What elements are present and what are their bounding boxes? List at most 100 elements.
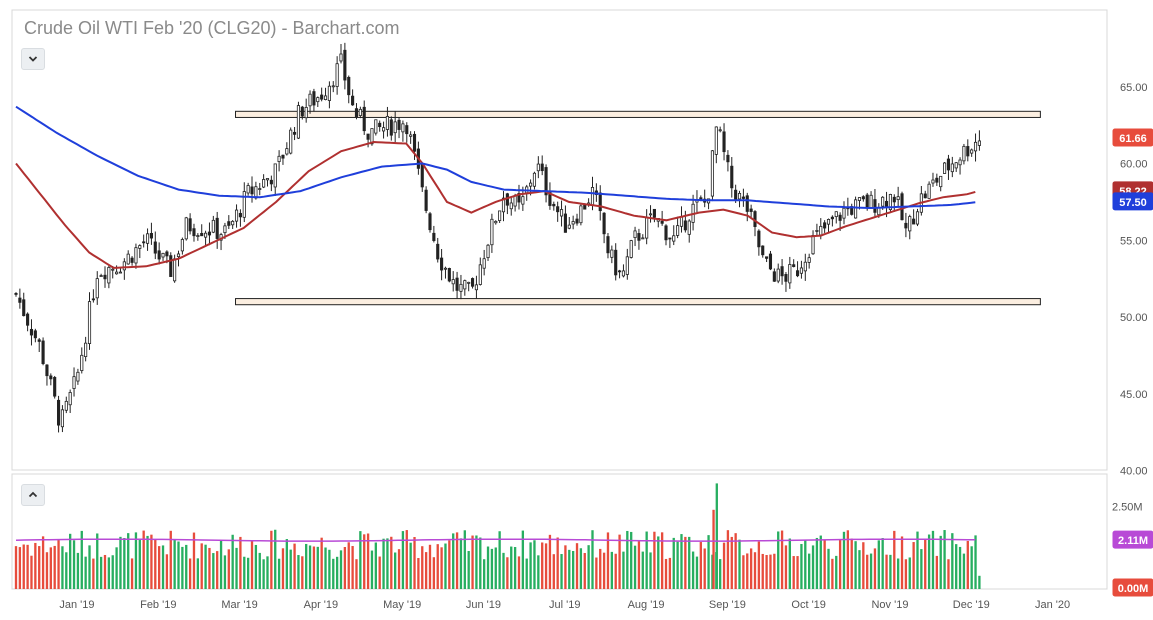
candle-body	[784, 274, 788, 282]
volume-bar	[800, 543, 803, 589]
volume-bar	[749, 548, 753, 589]
volume-bar	[796, 556, 799, 589]
volume-bar	[819, 535, 822, 589]
volume-bar	[417, 558, 420, 589]
candle-body	[490, 218, 494, 246]
volume-bar	[185, 544, 188, 589]
candle-body	[300, 106, 304, 117]
volume-bar	[448, 540, 451, 589]
volume-bar	[320, 537, 323, 589]
candle-body	[436, 243, 440, 260]
candle-body	[250, 186, 254, 195]
candle-body	[598, 192, 602, 212]
volume-bar	[517, 556, 521, 589]
candle-body	[262, 179, 266, 188]
volume-bar	[939, 535, 942, 589]
volume-bar	[216, 551, 219, 589]
candle-body	[641, 237, 645, 240]
candle-body	[621, 270, 626, 277]
volume-bar	[432, 557, 436, 589]
candle-body	[281, 154, 285, 159]
volume-bar	[57, 540, 60, 589]
volume-bar	[436, 544, 439, 589]
candle-body	[258, 188, 262, 190]
candle-body	[664, 225, 668, 241]
volume-bar	[424, 552, 428, 589]
candle-body	[173, 258, 177, 282]
volume-bar	[630, 531, 633, 589]
volume-bar	[181, 546, 184, 589]
candle-body	[788, 264, 792, 284]
collapse-toggle-button[interactable]	[21, 48, 45, 70]
volume-bar	[65, 552, 68, 589]
volume-bar	[351, 546, 354, 589]
candle-body	[687, 220, 691, 235]
volume-bar	[595, 557, 598, 589]
volume-bar	[169, 530, 172, 589]
candle-body	[269, 179, 273, 185]
candle-body	[884, 200, 889, 208]
volume-bar	[680, 534, 683, 589]
candle-body	[401, 123, 405, 133]
candle-body	[285, 148, 289, 155]
candle-body	[277, 155, 281, 162]
candle-body	[107, 267, 111, 284]
volume-bar	[780, 530, 784, 589]
candle-body	[749, 208, 753, 212]
date-tick-label: Oct '19	[791, 599, 826, 611]
candle-body	[84, 342, 88, 358]
volume-bar	[900, 536, 904, 589]
candle-body	[308, 93, 312, 107]
candle-body	[730, 165, 734, 189]
volume-bar	[467, 551, 470, 589]
candle-body	[571, 221, 575, 225]
volume-bar	[347, 542, 350, 589]
volume-bar	[587, 545, 590, 589]
volume-bar	[363, 534, 366, 589]
candle-body	[385, 116, 389, 130]
volume-spike-bar	[712, 509, 715, 589]
volume-bar	[738, 539, 741, 589]
volume-bar	[277, 558, 281, 589]
volume-bar	[289, 549, 292, 589]
candle-body	[718, 129, 722, 132]
volume-panel-toggle-button[interactable]	[21, 484, 45, 506]
volume-bar	[924, 539, 927, 589]
volume-bar	[134, 532, 138, 589]
candle-body	[966, 146, 970, 157]
volume-bar	[885, 554, 888, 589]
candle-body	[118, 271, 123, 274]
volume-bar	[103, 554, 107, 589]
candle-body	[590, 187, 595, 206]
candle-body	[637, 233, 641, 241]
candle-body	[513, 195, 517, 207]
candle-body	[142, 241, 146, 244]
date-tick-label: Nov '19	[871, 599, 908, 611]
candle-body	[165, 251, 169, 257]
volume-bar	[14, 546, 18, 589]
candle-body	[799, 267, 803, 274]
volume-bar	[208, 547, 211, 589]
volume-bar	[703, 548, 706, 589]
candle-body	[517, 193, 521, 203]
candle-body	[192, 228, 196, 237]
volume-bar	[688, 536, 691, 589]
candle-body	[521, 196, 525, 205]
volume-bar	[463, 530, 466, 589]
volume-bar	[72, 540, 76, 589]
long-ma-label: 57.50	[1119, 197, 1147, 209]
candle-body	[648, 213, 653, 216]
volume-bar	[672, 537, 675, 589]
candle-body	[149, 232, 153, 239]
price-tick-label: 60.00	[1120, 159, 1148, 171]
candle-body	[950, 163, 954, 173]
volume-bar	[405, 530, 408, 589]
volume-bar	[637, 541, 641, 589]
candle-body	[68, 392, 72, 406]
volume-bar	[165, 554, 169, 589]
candle-body	[807, 257, 811, 263]
volume-bar	[970, 546, 973, 589]
date-tick-label: Jul '19	[549, 599, 580, 611]
volume-bar	[684, 536, 687, 589]
